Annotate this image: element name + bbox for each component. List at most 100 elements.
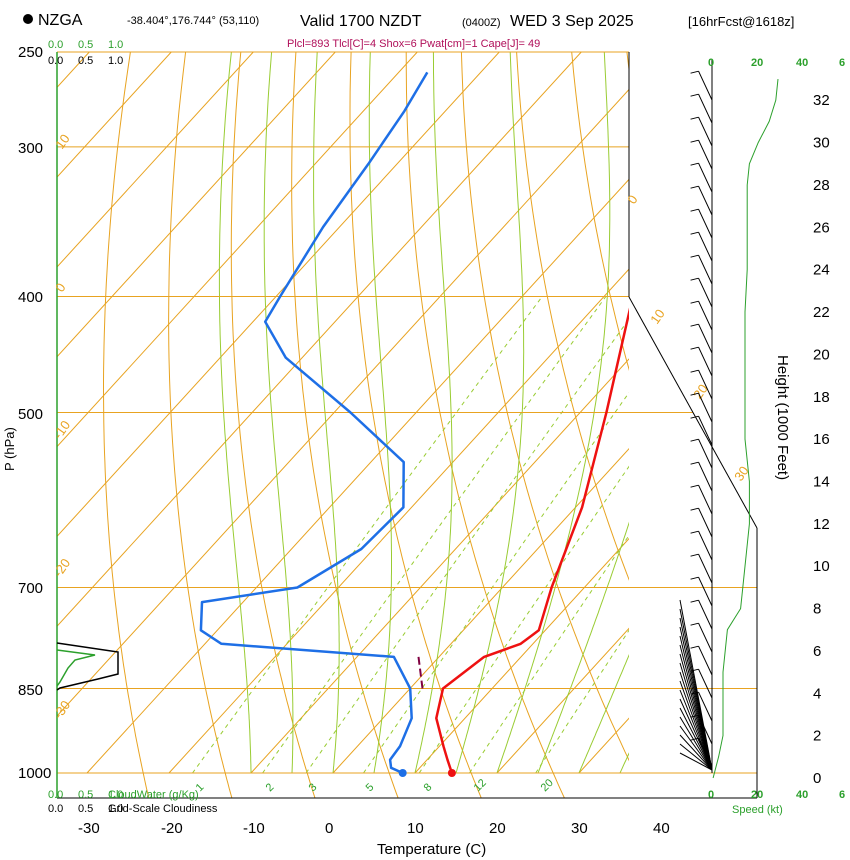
height-tick-label: 24 bbox=[813, 262, 830, 279]
isotherm-line bbox=[332, 448, 629, 774]
speed-tick-top: 6 bbox=[839, 57, 845, 69]
isotherm-line bbox=[825, 52, 850, 773]
dry-adiabat-line bbox=[571, 52, 629, 371]
mixing-ratio-line bbox=[192, 296, 543, 774]
wind-barb bbox=[698, 162, 713, 193]
mixing-ratio-label: 8 bbox=[422, 781, 435, 794]
wind-barb bbox=[698, 93, 713, 124]
moist-adiabat-line bbox=[537, 521, 629, 774]
height-tick-label: 12 bbox=[813, 516, 830, 533]
wind-barb-flag bbox=[690, 162, 699, 166]
wind-barb bbox=[679, 698, 713, 771]
dry-adiabat-line bbox=[682, 52, 850, 798]
wind-barb-flag bbox=[690, 139, 699, 143]
mixing-ratio-line bbox=[469, 534, 629, 774]
moist-adiabat-line bbox=[414, 52, 453, 774]
wind-barb-flag bbox=[690, 599, 699, 603]
wind-speed-line bbox=[712, 79, 779, 779]
cloudiness-tick-bottom: 0.0 bbox=[48, 803, 63, 815]
moist-adiabat-line bbox=[313, 52, 340, 774]
height-scale-diagonal bbox=[628, 296, 758, 529]
wind-barb bbox=[698, 139, 713, 170]
mixing-ratio-line bbox=[535, 629, 629, 774]
height-tick-label: 2 bbox=[813, 728, 821, 745]
isotherm-label: 20 bbox=[690, 381, 711, 401]
station-dot-icon bbox=[23, 14, 33, 24]
wind-barb-flag bbox=[690, 231, 699, 235]
wind-barb bbox=[698, 599, 713, 630]
wind-barb bbox=[679, 716, 713, 771]
wind-barb-flag bbox=[690, 369, 699, 373]
height-tick-label: 4 bbox=[813, 685, 821, 702]
wind-barb bbox=[679, 734, 713, 771]
dry-adiabat-line bbox=[168, 52, 233, 798]
speed-tick-top: 40 bbox=[796, 57, 808, 69]
speed-tick-top: 20 bbox=[751, 57, 763, 69]
stability-params: Plcl=893 Tlcl[C]=4 Shox=6 Pwat[cm]=1 Cap… bbox=[287, 38, 540, 50]
height-tick-label: 8 bbox=[813, 601, 821, 618]
isotherm-label: 10 bbox=[647, 306, 668, 326]
isotherm-label: 0 bbox=[52, 280, 68, 295]
wind-barb bbox=[698, 645, 713, 676]
wind-barb-flag bbox=[690, 70, 699, 74]
wind-barb-flag bbox=[690, 484, 699, 488]
isotherm-line bbox=[0, 52, 7, 773]
wind-barb bbox=[679, 743, 713, 771]
x-tick-label: 40 bbox=[653, 820, 670, 837]
x-tick-label: -20 bbox=[161, 820, 183, 837]
mixing-ratio-label: 5 bbox=[364, 781, 377, 794]
wind-barb-flag bbox=[690, 461, 699, 465]
isotherm-label: -10 bbox=[50, 418, 73, 442]
mixing-ratio-label: 20 bbox=[539, 777, 556, 794]
isotherm-line bbox=[496, 627, 629, 774]
isotherm-label: 30 bbox=[731, 463, 752, 483]
forecast-cycle: [16hrFcst@1618z] bbox=[688, 14, 794, 29]
cloudwater-line bbox=[56, 649, 96, 687]
wind-barb bbox=[679, 689, 713, 771]
mixing-ratio-line bbox=[363, 391, 629, 774]
dewpoint-line bbox=[199, 71, 429, 775]
isotherm-label: 10 bbox=[52, 131, 73, 151]
pressure-tick-label: 500 bbox=[18, 406, 43, 423]
height-tick-label: 14 bbox=[813, 473, 830, 490]
wind-barb bbox=[698, 438, 713, 469]
wind-barb-flag bbox=[690, 438, 699, 442]
isotherm-label: -20 bbox=[50, 556, 73, 580]
wind-barb bbox=[698, 254, 713, 285]
isotherm-line bbox=[743, 52, 850, 773]
speed-tick-bottom: 6 bbox=[839, 789, 845, 801]
x-tick-label: -10 bbox=[243, 820, 265, 837]
wind-barb-flag bbox=[690, 323, 699, 327]
speed-tick-bottom: 0 bbox=[708, 789, 714, 801]
pressure-tick-label: 850 bbox=[18, 682, 43, 699]
height-tick-label: 0 bbox=[813, 770, 821, 787]
pressure-tick-label: 400 bbox=[18, 289, 43, 306]
dry-adiabat-line bbox=[291, 52, 399, 798]
height-tick-label: 28 bbox=[813, 177, 830, 194]
wind-barb-flag bbox=[690, 392, 699, 396]
wind-barb bbox=[679, 680, 713, 771]
wind-barb bbox=[698, 530, 713, 561]
cloudiness-tick-top: 0.5 bbox=[78, 55, 93, 67]
dry-adiabat-line bbox=[737, 52, 850, 798]
height-tick-label: 10 bbox=[813, 558, 830, 575]
wind-barb bbox=[698, 576, 713, 607]
wind-barb-flag bbox=[690, 645, 699, 649]
wind-barb bbox=[698, 691, 713, 722]
cloudiness-tick-bottom: 0.5 bbox=[78, 803, 93, 815]
isotherm-line bbox=[57, 52, 254, 268]
height-tick-label: 22 bbox=[813, 304, 830, 321]
pressure-tick-label: 300 bbox=[18, 140, 43, 157]
station-coords: -38.404°,176.744° (53,110) bbox=[127, 15, 259, 27]
wind-barb-flag bbox=[690, 116, 699, 120]
moist-adiabat-line bbox=[578, 654, 629, 774]
wind-barb bbox=[698, 415, 713, 446]
isotherm-line bbox=[414, 537, 629, 774]
x-tick-label: 30 bbox=[571, 820, 588, 837]
wind-barb bbox=[679, 707, 713, 771]
dry-adiabat-line bbox=[230, 52, 316, 798]
moist-adiabat-line bbox=[455, 52, 525, 774]
height-tick-label: 30 bbox=[813, 135, 830, 152]
height-tick-label: 26 bbox=[813, 219, 830, 236]
